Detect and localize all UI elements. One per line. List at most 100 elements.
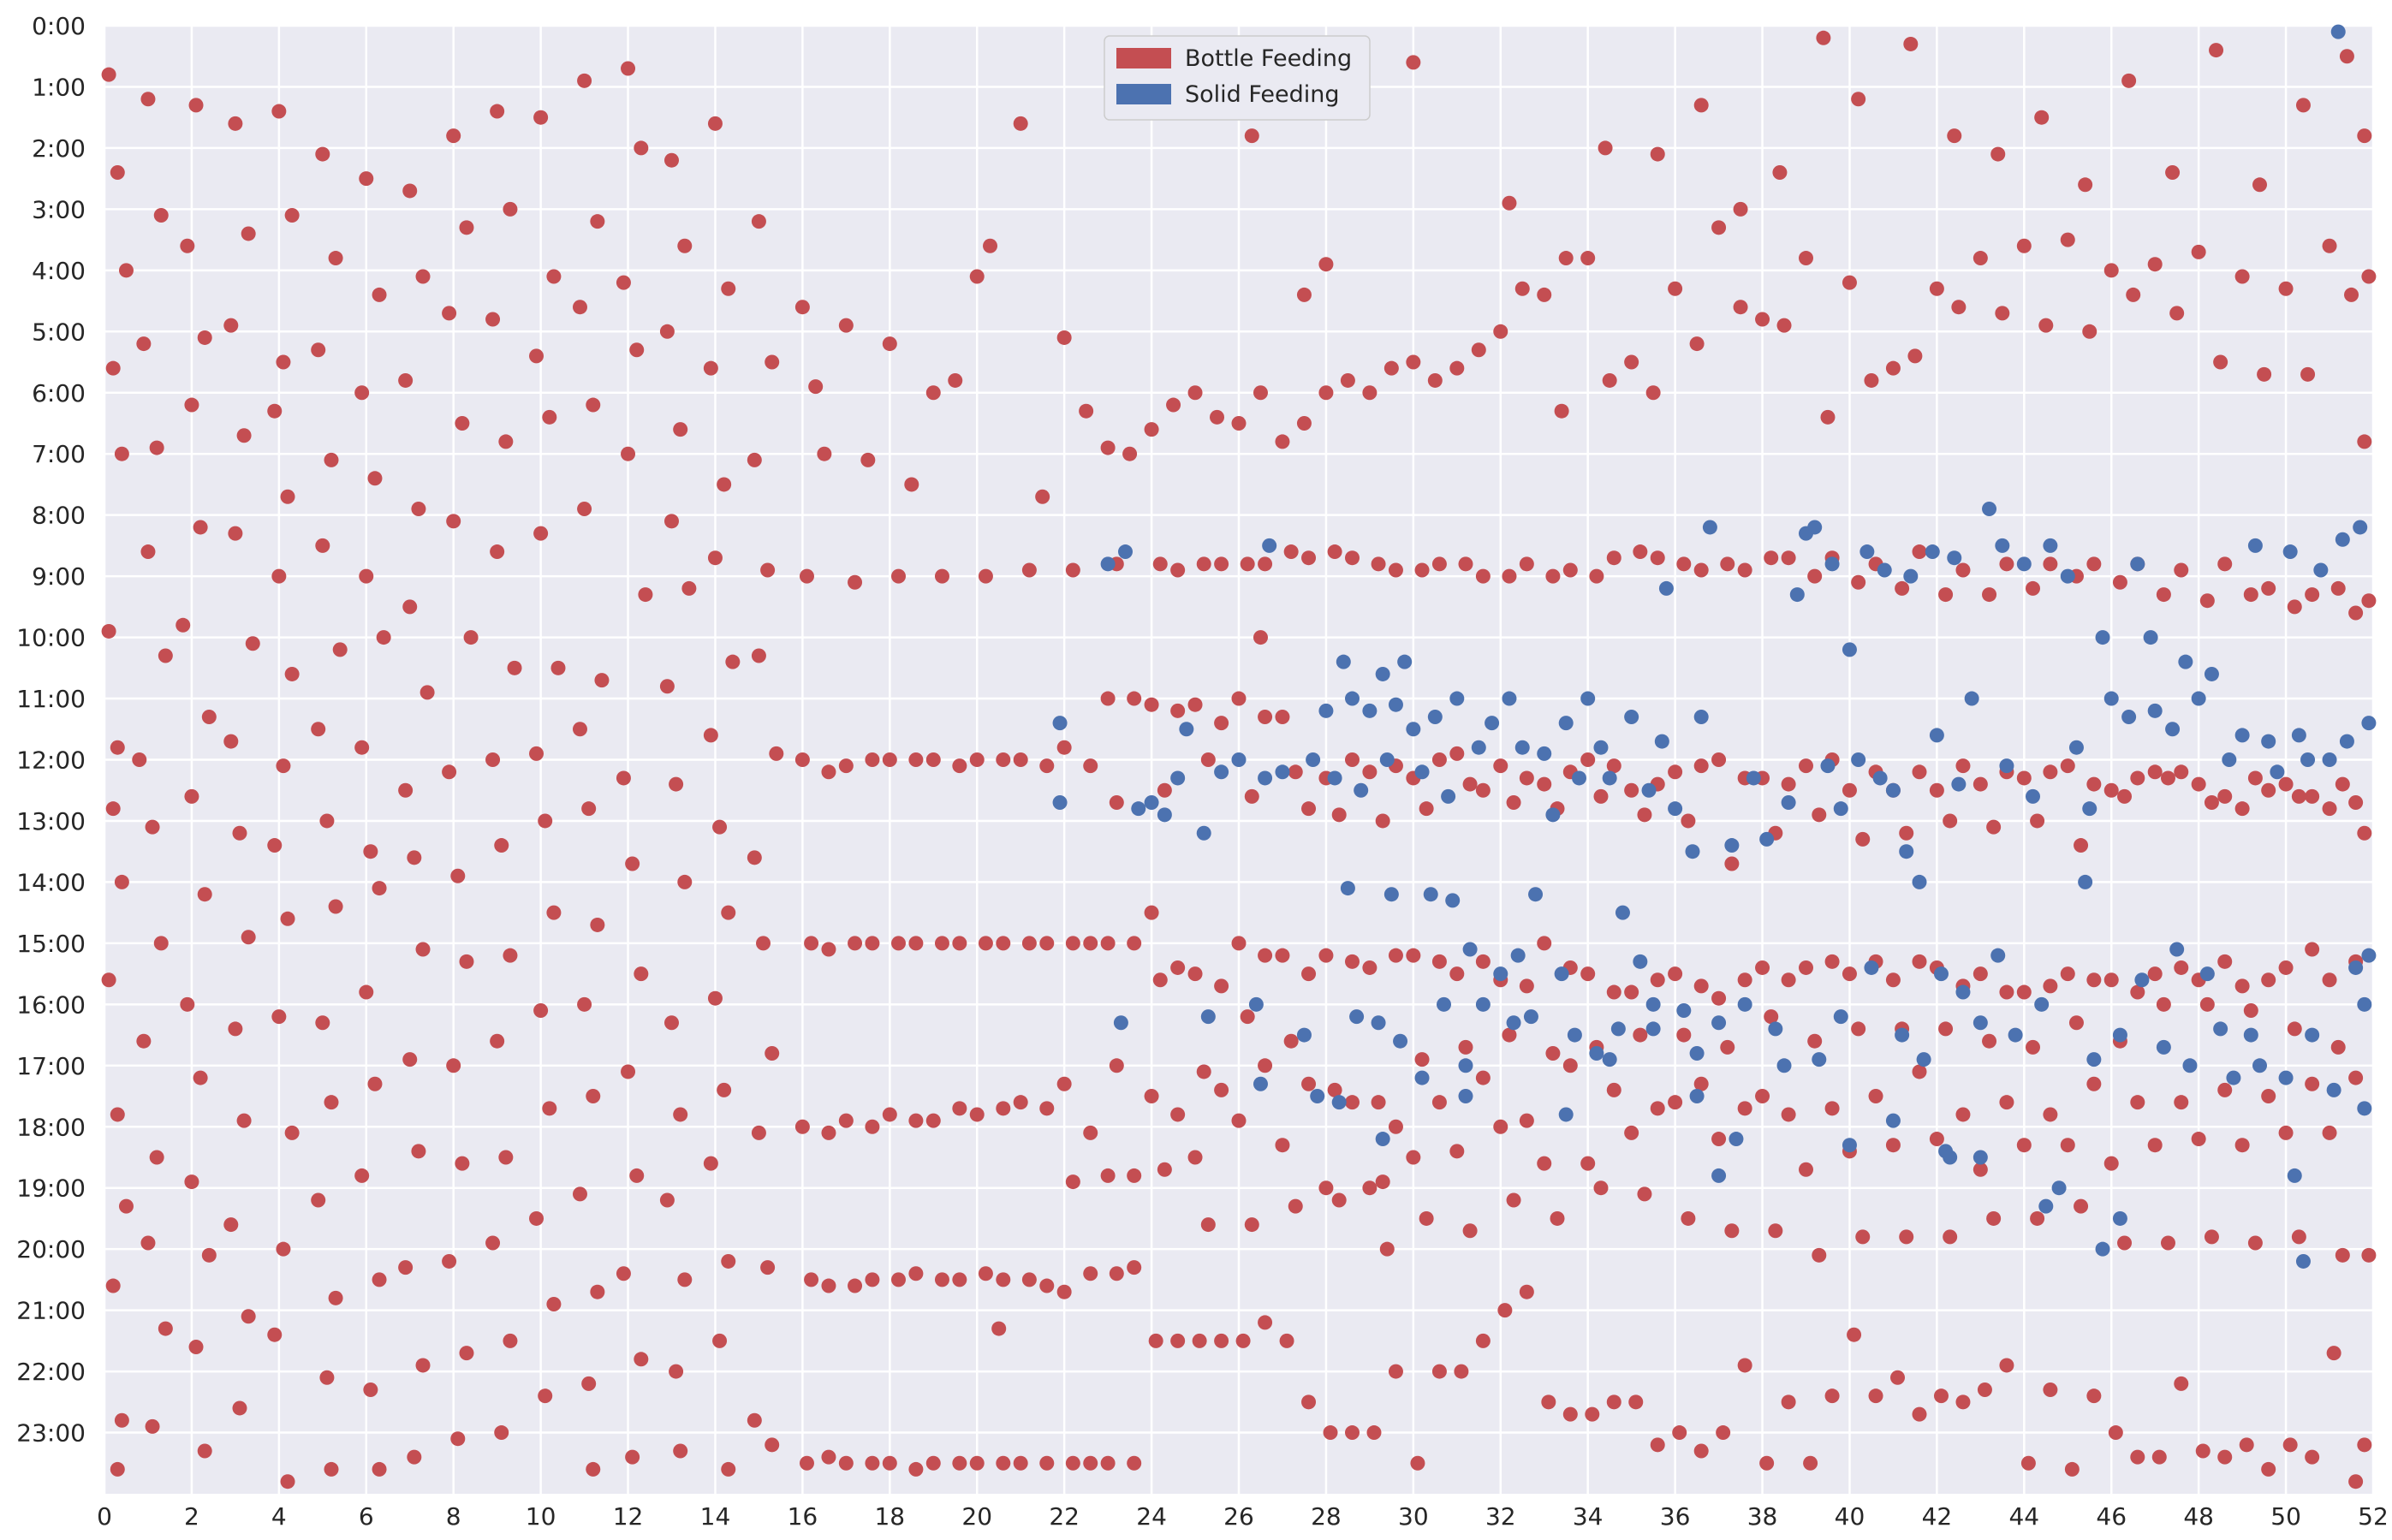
data-point — [2357, 128, 2372, 144]
data-point — [193, 1070, 208, 1085]
x-tick-label: 10 — [526, 1502, 556, 1531]
data-point — [838, 1455, 854, 1471]
y-tick-label: 10:00 — [16, 624, 86, 652]
data-point — [1885, 1138, 1901, 1153]
data-point — [101, 623, 116, 639]
data-point — [821, 1449, 836, 1465]
data-point — [245, 636, 260, 651]
data-point — [1842, 275, 1857, 290]
data-point — [1519, 1284, 1534, 1299]
data-point — [721, 1253, 736, 1269]
data-point — [756, 936, 771, 951]
y-tick-label: 16:00 — [16, 990, 86, 1019]
data-point — [2068, 1015, 2084, 1031]
data-point — [105, 801, 121, 817]
data-point — [1100, 440, 1116, 455]
data-point — [925, 1113, 941, 1128]
data-point — [354, 740, 370, 755]
data-point — [1624, 782, 1639, 798]
legend-label: Bottle Feeding — [1185, 45, 1352, 72]
data-point — [2335, 1247, 2350, 1263]
data-point — [2204, 666, 2219, 681]
data-point — [2295, 98, 2311, 113]
data-point — [1056, 330, 1072, 345]
data-point — [2282, 544, 2298, 560]
data-point — [1502, 1027, 1517, 1043]
data-point — [2016, 984, 2032, 1000]
data-point — [1650, 1101, 1665, 1116]
data-point — [140, 544, 156, 560]
data-point — [1170, 562, 1186, 578]
data-point — [1331, 1095, 1347, 1110]
data-point — [625, 856, 640, 871]
data-point — [1406, 354, 1421, 370]
data-point — [1693, 758, 1709, 774]
data-point — [114, 874, 129, 889]
data-point — [1982, 502, 1997, 517]
data-point — [1021, 936, 1037, 951]
x-tick-label: 48 — [2183, 1502, 2214, 1531]
data-point — [1519, 1113, 1534, 1128]
data-point — [1602, 770, 1617, 786]
data-point — [2043, 1382, 2058, 1398]
data-point — [1410, 1455, 1425, 1471]
data-point — [1296, 1027, 1312, 1043]
data-point — [284, 208, 300, 223]
data-point — [284, 666, 300, 681]
data-point — [2313, 562, 2329, 578]
data-point — [707, 116, 723, 131]
data-point — [1275, 764, 1290, 780]
data-point — [969, 1455, 985, 1471]
data-point — [1637, 807, 1652, 823]
data-point — [407, 850, 422, 865]
data-point — [1693, 1076, 1709, 1091]
series-bottle-feeding — [101, 30, 2377, 1489]
data-point — [1737, 1358, 1752, 1373]
data-point — [1955, 562, 1971, 578]
data-point — [2147, 764, 2163, 780]
data-point — [2147, 1138, 2163, 1153]
data-point — [1689, 336, 1705, 352]
data-point — [1807, 1033, 1823, 1049]
data-point — [2226, 1070, 2241, 1085]
data-point — [1406, 948, 1421, 963]
data-point — [1214, 1333, 1229, 1348]
data-point — [908, 1113, 924, 1128]
data-point — [925, 1455, 941, 1471]
data-point — [180, 238, 195, 253]
data-point — [188, 1340, 204, 1354]
data-point — [2261, 972, 2276, 988]
data-point — [402, 183, 418, 199]
data-point — [236, 1113, 252, 1128]
data-point — [1912, 874, 1927, 889]
data-point — [969, 752, 985, 767]
data-point — [1637, 1186, 1652, 1202]
data-point — [2026, 1039, 2040, 1055]
data-point — [664, 514, 679, 529]
data-point — [1912, 954, 1927, 969]
data-point — [1528, 887, 1544, 902]
data-point — [2016, 1138, 2032, 1153]
data-point — [821, 1278, 836, 1293]
data-point — [1947, 550, 1962, 566]
data-point — [1388, 948, 1403, 963]
data-point — [1855, 1229, 1871, 1245]
y-tick-label: 22:00 — [16, 1358, 86, 1386]
data-point — [659, 1192, 675, 1208]
data-point — [1100, 936, 1116, 951]
data-point — [228, 526, 243, 541]
data-point — [1903, 36, 1919, 51]
data-point — [1214, 556, 1229, 572]
data-point — [1327, 770, 1342, 786]
data-point — [446, 1058, 461, 1073]
data-point — [1279, 1333, 1294, 1348]
data-point — [1645, 1021, 1661, 1037]
data-point — [1693, 978, 1709, 994]
data-point — [1187, 966, 1203, 982]
data-point — [1388, 697, 1403, 712]
data-point — [2165, 165, 2181, 180]
data-point — [1170, 1333, 1186, 1348]
data-point — [1519, 770, 1534, 786]
data-point — [673, 1443, 688, 1459]
data-point — [1562, 1406, 1578, 1422]
